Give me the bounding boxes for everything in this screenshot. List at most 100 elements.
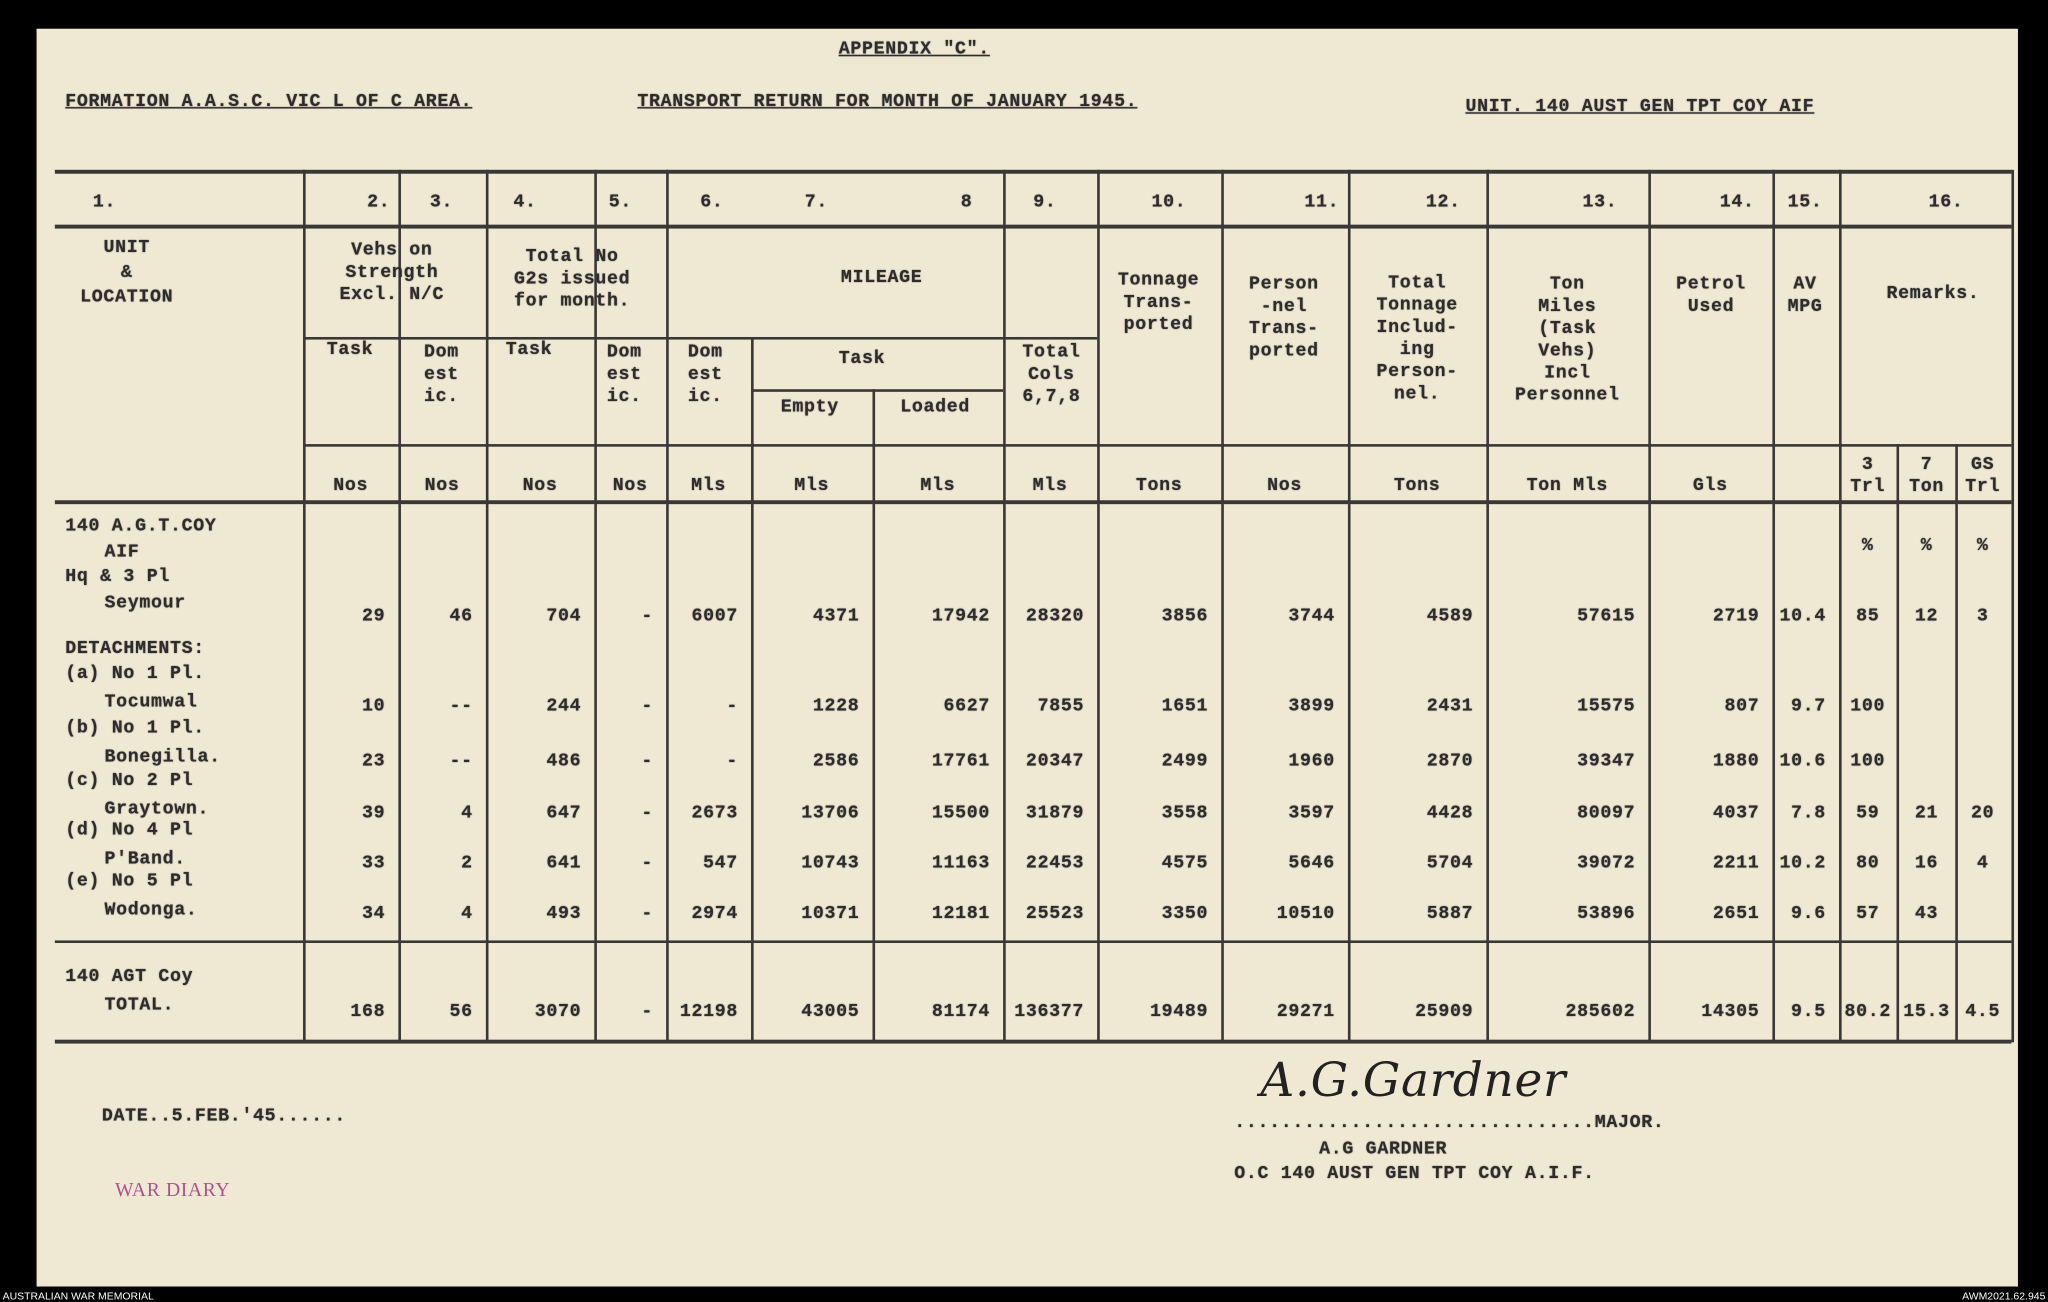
- cell-value: 11163: [931, 852, 991, 874]
- remarks-value: 16: [1914, 852, 1939, 874]
- remarks-value: 43: [1914, 903, 1939, 925]
- unit-label: Nos: [424, 475, 460, 497]
- cell-value: 3744: [1288, 606, 1335, 627]
- column-header: ing: [1399, 339, 1435, 361]
- table-rule: [1896, 444, 1900, 1043]
- remarks-value: 15.3: [1903, 1001, 1950, 1023]
- cell-value: 704: [546, 606, 582, 627]
- sub-header: Loaded: [900, 397, 971, 418]
- cell-value: 39: [362, 803, 386, 825]
- column-number: 8: [960, 191, 973, 213]
- table-rule: [666, 169, 669, 1043]
- cell-value: 9.5: [1791, 1001, 1826, 1023]
- column-header: Petrol: [1676, 274, 1746, 296]
- sub-header: Total: [1022, 342, 1081, 364]
- unit-name: UNIT. 140 AUST GEN TPT COY AIF: [1465, 96, 1815, 118]
- cell-value: 2499: [1161, 751, 1209, 772]
- cell-value: 34: [362, 903, 386, 925]
- column-header: for month.: [513, 291, 631, 313]
- row-label: Tocumwal: [104, 692, 198, 714]
- cell-value: 20347: [1025, 751, 1085, 772]
- sub-header: 6,7,8: [1022, 386, 1081, 408]
- remarks-value: 3: [1976, 606, 1989, 627]
- cell-value: 33: [362, 852, 386, 874]
- column-header: Trans-: [1123, 292, 1194, 314]
- percent-sign: %: [1976, 535, 1989, 557]
- column-number: 1.: [92, 191, 117, 213]
- column-number: 5.: [608, 191, 633, 213]
- row-label: (c) No 2 Pl: [65, 770, 194, 792]
- cell-value: 6007: [691, 606, 738, 627]
- archive-reference: AWM2021.62.945: [1962, 1290, 2046, 1302]
- table-rule: [594, 169, 597, 1043]
- cell-value: -: [641, 903, 654, 925]
- cell-value: 57615: [1577, 606, 1636, 627]
- cell-value: 53896: [1577, 903, 1636, 925]
- column-number: 10.: [1151, 191, 1187, 213]
- cell-value: 15575: [1577, 696, 1636, 718]
- cell-value: 25523: [1025, 903, 1085, 925]
- remarks-value: 85: [1856, 606, 1880, 627]
- date: DATE..5.FEB.'45......: [101, 1106, 347, 1128]
- unit-label: Nos: [522, 475, 558, 497]
- remarks-value: 4: [1976, 852, 1989, 874]
- row-label: Hq & 3 Pl: [65, 566, 170, 588]
- archive-institution: AUSTRALIAN WAR MEMORIAL: [2, 1290, 154, 1302]
- column-header: Strength: [345, 262, 439, 284]
- column-header: MPG: [1787, 296, 1823, 318]
- unit-label: Mls: [920, 475, 956, 497]
- column-header: Person-: [1376, 361, 1458, 383]
- remarks-value: 80.2: [1844, 1001, 1892, 1023]
- cell-value: 2974: [691, 903, 738, 925]
- remarks-unit: GS: [1971, 454, 1995, 476]
- row-label: TOTAL.: [104, 995, 175, 1017]
- column-header: Incl: [1544, 363, 1591, 384]
- cell-value: 4: [461, 803, 473, 825]
- cell-value: --: [449, 696, 473, 718]
- cell-value: 15500: [931, 803, 991, 825]
- cell-value: 12181: [931, 903, 991, 925]
- cell-value: 22453: [1025, 852, 1085, 874]
- cell-value: 3856: [1161, 606, 1209, 627]
- cell-value: 28320: [1025, 606, 1085, 627]
- cell-value: -: [641, 852, 654, 874]
- sub-header: Cols: [1028, 364, 1075, 386]
- sub-header: Dom: [424, 342, 459, 364]
- row-label: (b) No 1 Pl.: [65, 718, 205, 740]
- column-header: Vehs on: [351, 240, 433, 262]
- sub-header: ic.: [687, 386, 723, 408]
- cell-value: 5887: [1426, 903, 1474, 925]
- cell-value: 81174: [931, 1001, 991, 1023]
- column-header: nel.: [1393, 383, 1441, 405]
- cell-value: 1228: [812, 696, 860, 718]
- row-label: Wodonga.: [104, 899, 198, 921]
- column-header: Ton: [1549, 274, 1585, 296]
- remarks-value: 4.5: [1965, 1001, 2001, 1023]
- column-header: MILEAGE: [840, 267, 923, 289]
- cell-value: 285602: [1565, 1001, 1636, 1023]
- cell-value: -: [726, 751, 738, 772]
- cell-value: 19489: [1150, 1001, 1209, 1023]
- sub-header: Task: [505, 339, 553, 361]
- column-number: 12.: [1425, 191, 1461, 213]
- cell-value: 10.4: [1779, 606, 1826, 627]
- section-label: DETACHMENTS:: [65, 638, 205, 660]
- unit-label: Tons: [1393, 475, 1441, 497]
- remarks-unit: Trl: [1965, 476, 2001, 498]
- table-rule: [54, 224, 2012, 229]
- cell-value: 168: [350, 1001, 386, 1023]
- table-rule: [303, 169, 306, 1043]
- sub-header: Task: [838, 348, 886, 370]
- table-rule: [1097, 169, 1100, 1043]
- row-label: (a) No 1 Pl.: [65, 663, 205, 685]
- percent-sign: %: [1920, 535, 1933, 557]
- cell-value: 647: [546, 803, 582, 825]
- cell-value: 2719: [1712, 606, 1760, 627]
- cell-value: 2586: [812, 751, 860, 772]
- row-label: 140 AGT Coy: [65, 966, 194, 988]
- cell-value: 80097: [1577, 803, 1636, 825]
- cell-value: 3350: [1161, 903, 1209, 925]
- sub-header: est: [687, 364, 723, 386]
- column-number: 9.: [1033, 191, 1057, 213]
- sub-header: Dom: [606, 342, 642, 364]
